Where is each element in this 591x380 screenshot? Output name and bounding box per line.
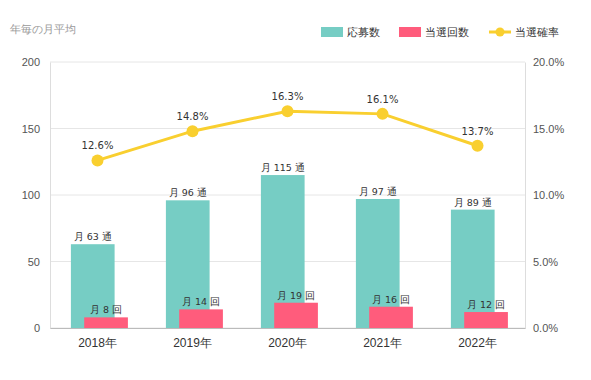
grid bbox=[50, 62, 525, 328]
grid-line bbox=[50, 128, 525, 129]
tick: 100 bbox=[22, 189, 50, 201]
line bbox=[98, 111, 478, 160]
bar bbox=[166, 200, 210, 328]
legend-item: 当選回数 bbox=[399, 26, 469, 39]
tick: 20.0% bbox=[525, 56, 564, 68]
legend-item: 応募数 bbox=[321, 26, 380, 39]
tick: 50 bbox=[28, 256, 50, 268]
tick-label: 50 bbox=[28, 256, 40, 268]
bar bbox=[464, 312, 508, 328]
plot-area bbox=[71, 105, 508, 328]
axis-line bbox=[50, 63, 51, 329]
data-label: 14.8% bbox=[177, 111, 209, 122]
y2-axis: 0.0% 5.0% 10.0% 15.0% 20.0% bbox=[525, 56, 564, 334]
tick-label: 200 bbox=[22, 56, 40, 68]
marker bbox=[472, 140, 484, 152]
tick: 5.0% bbox=[525, 256, 558, 268]
tick-label: 150 bbox=[22, 123, 40, 135]
tick: 0 bbox=[34, 322, 50, 334]
chart: 年毎の月平均 0 50 100 150 200 0.0% 5.0% 10.0% 15.0% 20.0… bbox=[0, 0, 591, 380]
tick: 0.0% bbox=[525, 322, 558, 334]
data-label: 月 89 通 bbox=[454, 197, 492, 208]
tick-label: 0 bbox=[34, 322, 40, 334]
tick-label: 2021年 bbox=[363, 336, 402, 350]
legend-label: 応募数 bbox=[347, 26, 380, 39]
data-label: 月 97 通 bbox=[359, 186, 397, 197]
tick: 2022年 bbox=[458, 328, 497, 350]
tick-label: 5.0% bbox=[533, 256, 558, 268]
marker bbox=[187, 125, 199, 137]
legend: 応募数 当選回数 当選確率 bbox=[321, 26, 559, 39]
bar bbox=[369, 307, 413, 328]
tick-label: 100 bbox=[22, 189, 40, 201]
tick: 2021年 bbox=[363, 328, 402, 350]
data-label: 月 12 回 bbox=[467, 299, 505, 310]
y-axis: 0 50 100 150 200 bbox=[22, 56, 51, 334]
tick-label: 15.0% bbox=[533, 123, 564, 135]
data-label: 月 63 通 bbox=[74, 231, 112, 242]
tick-label: 2018年 bbox=[78, 336, 117, 350]
tick-label: 2022年 bbox=[458, 336, 497, 350]
data-label: 13.7% bbox=[462, 126, 494, 137]
bar bbox=[179, 309, 223, 328]
tick-label: 0.0% bbox=[533, 322, 558, 334]
tick-label: 20.0% bbox=[533, 56, 564, 68]
data-label: 月 16 回 bbox=[372, 294, 410, 305]
marker bbox=[282, 105, 294, 117]
marker bbox=[92, 154, 104, 166]
title: 年毎の月平均 bbox=[10, 23, 76, 36]
bar bbox=[274, 303, 318, 328]
tick: 15.0% bbox=[525, 123, 564, 135]
data-label: 16.1% bbox=[367, 94, 399, 105]
axis-line bbox=[51, 328, 526, 329]
bar bbox=[451, 210, 495, 328]
tick: 200 bbox=[22, 56, 50, 68]
data-label: 月 19 回 bbox=[277, 290, 315, 301]
tick: 10.0% bbox=[525, 189, 564, 201]
legend-swatch bbox=[321, 27, 343, 37]
grid-line bbox=[50, 62, 525, 63]
legend-swatch bbox=[399, 27, 421, 37]
data-label: 12.6% bbox=[82, 140, 114, 151]
tick: 2020年 bbox=[268, 328, 307, 350]
bar bbox=[71, 244, 115, 328]
legend-swatch bbox=[496, 28, 505, 37]
legend-label: 当選確率 bbox=[515, 26, 559, 39]
bar bbox=[84, 317, 128, 328]
tick: 2018年 bbox=[78, 328, 117, 350]
legend-item: 当選確率 bbox=[489, 26, 559, 39]
axis-line bbox=[525, 63, 526, 329]
legend-label: 当選回数 bbox=[425, 26, 469, 39]
data-label: 月 14 回 bbox=[182, 296, 220, 307]
data-label: 16.3% bbox=[272, 91, 304, 102]
tick-label: 2020年 bbox=[268, 336, 307, 350]
marker bbox=[377, 108, 389, 120]
data-labels: 月 63 通 月 96 通 月 115 通月 97 通月 89 通月 8 回 月 14… bbox=[74, 91, 505, 315]
data-label: 月 96 通 bbox=[169, 187, 207, 198]
tick: 150 bbox=[22, 123, 50, 135]
data-label: 月 8 回 bbox=[90, 304, 122, 315]
x-axis: 2018年 2019年 2020年 2021年 2022年 bbox=[51, 328, 526, 350]
tick-label: 10.0% bbox=[533, 189, 564, 201]
tick-label: 2019年 bbox=[173, 336, 212, 350]
data-label: 月 115 通 bbox=[261, 162, 305, 173]
tick: 2019年 bbox=[173, 328, 212, 350]
